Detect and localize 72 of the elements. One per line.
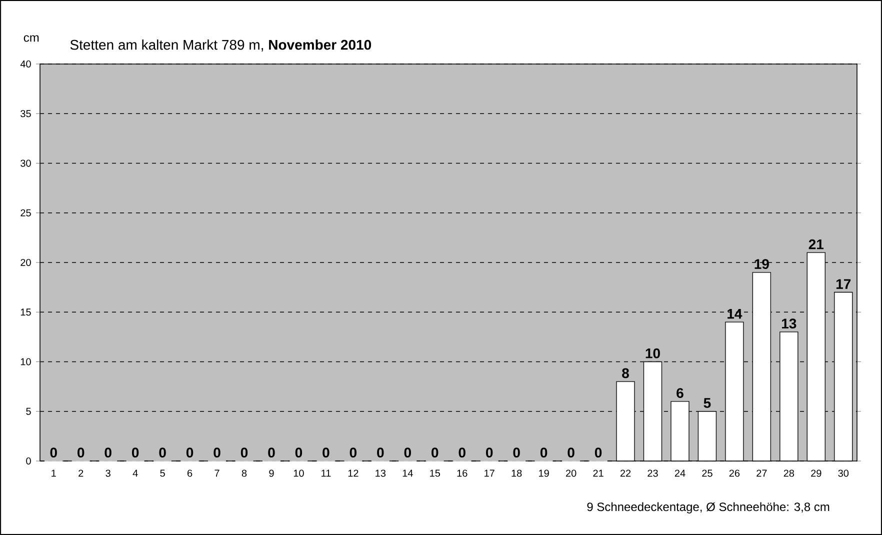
x-tick-label: 30 [838,470,849,477]
x-tick-label: 20 [566,470,576,477]
data-label: 0 [404,448,411,458]
y-tick-label: 25 [20,209,31,216]
data-label: 0 [268,448,275,458]
data-label: 0 [432,448,438,458]
y-tick-label: 15 [20,308,31,316]
text: 9 Schneedeckentage, Ø Schneehöhe: 3,8 cm [587,502,830,514]
x-tick-label: 26 [729,470,740,477]
y-tick-label: 40 [20,60,31,68]
x-tick-label: 23 [648,470,658,477]
data-label: 0 [568,448,574,458]
data-label: 0 [540,448,548,458]
x-tick-label: 6 [188,470,192,477]
data-label: 14 [728,308,742,319]
x-tick-label: 7 [214,470,220,477]
data-label: 0 [104,448,112,458]
y-tick-label: 10 [20,358,31,366]
x-tick-label: 28 [784,470,794,477]
x-tick-label: 25 [702,470,712,477]
data-label: 19 [754,259,769,269]
x-tick-label: 21 [593,470,604,477]
data-label: 17 [836,279,851,289]
x-tick-label: 2 [78,470,84,477]
x-tick-label: 11 [322,470,331,477]
x-tick-label: 29 [811,470,822,477]
y-tick-label: 30 [20,160,31,167]
x-tick-label: 16 [457,470,468,477]
data-label: 0 [377,448,384,458]
data-label: 0 [78,448,84,458]
data-label: 6 [676,388,684,398]
x-tick-label: 22 [620,470,631,477]
data-label: 0 [132,448,139,458]
data-label: 0 [159,448,166,458]
data-label: 0 [186,448,194,458]
x-tick-label: 15 [430,470,440,477]
x-tick-label: 27 [756,470,767,477]
y-tick-label: 20 [20,258,31,266]
x-tick-label: 24 [674,470,686,477]
x-tick-label: 10 [294,470,304,477]
data-label: 0 [295,448,302,458]
data-label: 0 [50,448,57,458]
data-label: 0 [322,448,330,458]
data-label: 0 [350,448,357,458]
x-tick-label: 8 [242,470,247,477]
data-label: 0 [458,448,466,458]
data-label: 0 [594,448,602,458]
y-tick-label: 0 [26,457,31,465]
data-label: 0 [214,448,220,458]
data-label: 21 [808,239,824,250]
data-label: 0 [513,448,520,458]
x-tick-label: 19 [539,470,549,477]
x-tick-label: 18 [512,470,522,477]
data-label: 13 [782,318,796,329]
x-tick-label: 5 [160,470,165,477]
x-tick-label: 3 [106,470,110,477]
x-tick-label: 12 [348,470,358,477]
x-tick-label: 4 [132,470,138,477]
x-tick-label: 13 [376,470,386,477]
data-label: 10 [646,348,660,358]
x-tick-label: 17 [484,470,494,477]
x-tick-label: 9 [269,470,274,477]
y-tick-label: 35 [20,110,31,118]
x-tick-label: 14 [402,470,413,477]
data-label: 0 [486,448,493,458]
y-axis-title: cm [24,35,39,42]
data-label: 0 [240,448,248,458]
y-tick-label: 5 [26,408,31,415]
data-label: 5 [704,398,711,408]
x-tick-label: 1 [52,470,56,477]
data-label: 8 [622,368,629,378]
chart-title: Stetten am kalten Markt 789 m, November 2010 [70,40,372,52]
